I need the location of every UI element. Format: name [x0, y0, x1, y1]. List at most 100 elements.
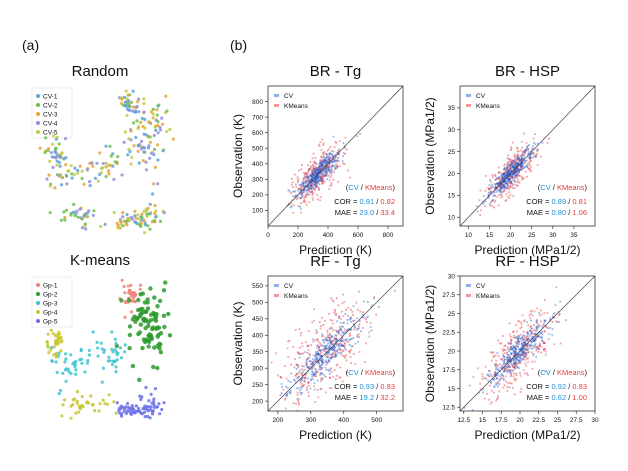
- kmeans-point: [314, 180, 317, 183]
- kmeans-point: [498, 186, 501, 189]
- kmeans-point: [535, 148, 538, 151]
- cv-point: [297, 387, 300, 389]
- cv-point: [520, 165, 522, 168]
- tsne-point: [153, 147, 157, 151]
- kmeans-point: [508, 322, 511, 325]
- tsne-point: [167, 333, 173, 338]
- cv-point: [315, 173, 317, 176]
- kmeans-point: [507, 158, 510, 160]
- cv-point: [319, 355, 322, 357]
- cv-point: [324, 162, 327, 165]
- cv-point: [511, 352, 514, 355]
- kmeans-point: [513, 367, 516, 369]
- kmeans-point: [314, 360, 317, 363]
- kmeans-point: [315, 181, 318, 184]
- tsne-point: [51, 165, 55, 169]
- kmeans-point: [524, 343, 527, 345]
- stats-cor: COR = 0.91 / 0.82: [334, 197, 395, 206]
- kmeans-point: [520, 349, 522, 352]
- kmeans-point: [345, 359, 348, 362]
- cv-point: [330, 154, 333, 156]
- kmeans-point: [321, 178, 324, 181]
- kmeans-point: [294, 329, 297, 331]
- tsne-point: [153, 315, 159, 320]
- cv-point: [329, 349, 332, 352]
- kmeans-point: [320, 388, 323, 391]
- kmeans-point: [327, 166, 330, 169]
- kmeans-point: [284, 398, 286, 401]
- cv-point: [498, 182, 501, 185]
- tsne-point: [139, 147, 144, 151]
- kmeans-point: [499, 185, 501, 187]
- kmeans-point: [330, 173, 333, 176]
- kmeans-point: [305, 386, 308, 389]
- cv-point: [502, 378, 505, 381]
- kmeans-point: [322, 142, 325, 145]
- cv-point: [539, 336, 542, 338]
- kmeans-point: [516, 146, 519, 149]
- kmeans-point: [510, 348, 512, 351]
- cv-point: [337, 348, 339, 351]
- tsne-point: [144, 337, 149, 343]
- kmeans-point: [298, 184, 301, 187]
- tsne-point: [82, 182, 86, 186]
- kmeans-point: [309, 183, 312, 186]
- kmeans-point: [321, 177, 324, 180]
- cv-point: [339, 327, 342, 330]
- kmeans-point: [329, 341, 332, 344]
- kmeans-point: [511, 176, 513, 179]
- kmeans-point: [325, 350, 328, 353]
- tsne-point: [38, 146, 42, 150]
- kmeans-point: [345, 371, 348, 374]
- kmeans-point: [311, 175, 313, 177]
- tsne-point: [151, 364, 156, 370]
- stats-mae: MAE = 19.2 / 32.2: [335, 393, 395, 402]
- cv-point: [488, 202, 491, 205]
- kmeans-point: [330, 326, 333, 329]
- y-tick-label: 20: [448, 348, 456, 355]
- tsne-point: [126, 405, 130, 409]
- kmeans-point: [322, 155, 325, 158]
- legend-marker: [36, 121, 40, 125]
- cv-point: [332, 157, 334, 159]
- kmeans-point: [309, 174, 311, 177]
- cv-point: [511, 184, 514, 187]
- cv-point: [325, 167, 327, 170]
- cv-point: [332, 135, 335, 138]
- kmeans-point: [503, 181, 506, 184]
- kmeans-point: [510, 359, 512, 362]
- cv-point: [505, 175, 508, 177]
- kmeans-point: [337, 330, 340, 333]
- tsne-point: [135, 119, 139, 123]
- tsne-point: [135, 105, 139, 109]
- cv-point: [514, 366, 516, 368]
- kmeans-point: [501, 175, 504, 178]
- kmeans-point: [319, 344, 322, 347]
- cv-point: [530, 319, 532, 322]
- cv-point: [299, 192, 302, 195]
- kmeans-point: [291, 181, 294, 184]
- cv-point: [511, 161, 513, 164]
- kmeans-point: [371, 304, 373, 307]
- cv-point: [487, 194, 490, 196]
- tsne-point: [137, 110, 141, 114]
- cv-point: [310, 175, 313, 177]
- kmeans-point: [526, 164, 529, 167]
- tsne-point: [134, 220, 138, 224]
- cv-point: [317, 349, 320, 351]
- kmeans-point: [331, 159, 333, 162]
- cv-point: [543, 319, 546, 321]
- tsne-point: [118, 411, 122, 415]
- tsne-point: [59, 152, 63, 157]
- kmeans-point: [321, 182, 324, 185]
- cv-point: [512, 349, 515, 352]
- cv-point: [519, 355, 522, 358]
- kmeans-point: [279, 376, 282, 379]
- kmeans-point: [512, 173, 515, 175]
- kmeans-point: [519, 164, 522, 167]
- cv-point: [513, 172, 516, 175]
- kmeans-point: [313, 308, 315, 311]
- cv-point: [329, 165, 332, 168]
- legend-label-cv: CV: [284, 283, 294, 290]
- cv-point: [530, 344, 532, 347]
